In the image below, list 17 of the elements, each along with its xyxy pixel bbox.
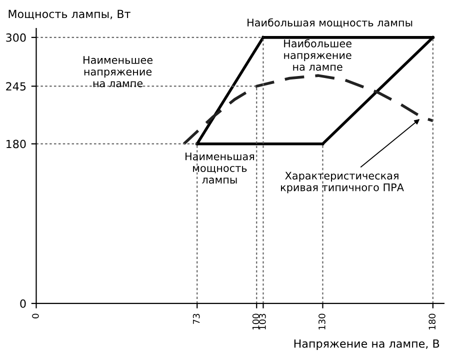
y-tick-label: 245 <box>6 82 26 91</box>
x-tick-label: 0 <box>32 314 39 318</box>
annotation: Наименьшее напряжение на лампе <box>84 56 152 88</box>
annotation: Наименьшая мощность лампы <box>186 152 254 184</box>
y-axis-title: Мощность лампы, Вт <box>8 10 130 20</box>
text: Наибольшая мощность лампы <box>248 18 412 28</box>
y-tick-label: 300 <box>6 33 26 42</box>
y-tick-label: 0 <box>20 299 26 308</box>
x-tick-label: 103 <box>259 314 266 330</box>
annotation: Характеристическая кривая типичного ПРА <box>281 172 404 194</box>
x-tick-label: 130 <box>318 314 326 330</box>
x-axis-title: Напряжение на лампе, В <box>294 340 440 350</box>
annotation: Наибольшее напряжение на лампе <box>284 39 352 71</box>
x-tick-label: 180 <box>428 314 436 330</box>
x-tick-label: 100 <box>252 314 260 330</box>
y-tick-label: 180 <box>6 140 26 148</box>
x-tick-label: 73 <box>192 314 200 324</box>
